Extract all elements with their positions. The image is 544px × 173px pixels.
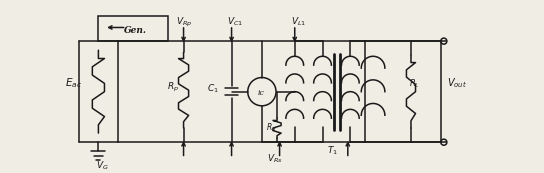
- Text: $V_{C1}$: $V_{C1}$: [226, 16, 243, 28]
- Text: $R_d$: $R_d$: [266, 122, 277, 134]
- Text: ic: ic: [258, 89, 264, 97]
- Text: $V_G$: $V_G$: [96, 160, 109, 172]
- Text: $R_p$: $R_p$: [168, 81, 180, 94]
- Text: $R_L$: $R_L$: [409, 78, 420, 90]
- Text: $E_{ac}$: $E_{ac}$: [65, 77, 82, 90]
- Text: $T_1$: $T_1$: [326, 144, 338, 157]
- Text: $V_{out}$: $V_{out}$: [447, 77, 467, 90]
- Text: Gen.: Gen.: [124, 26, 147, 35]
- Text: $V_{L1}$: $V_{L1}$: [290, 16, 306, 28]
- Text: $C_1$: $C_1$: [207, 83, 219, 95]
- Text: $V_{Rp}$: $V_{Rp}$: [176, 16, 192, 29]
- Text: $V_{Rs}$: $V_{Rs}$: [267, 152, 283, 165]
- Bar: [97, 16, 169, 41]
